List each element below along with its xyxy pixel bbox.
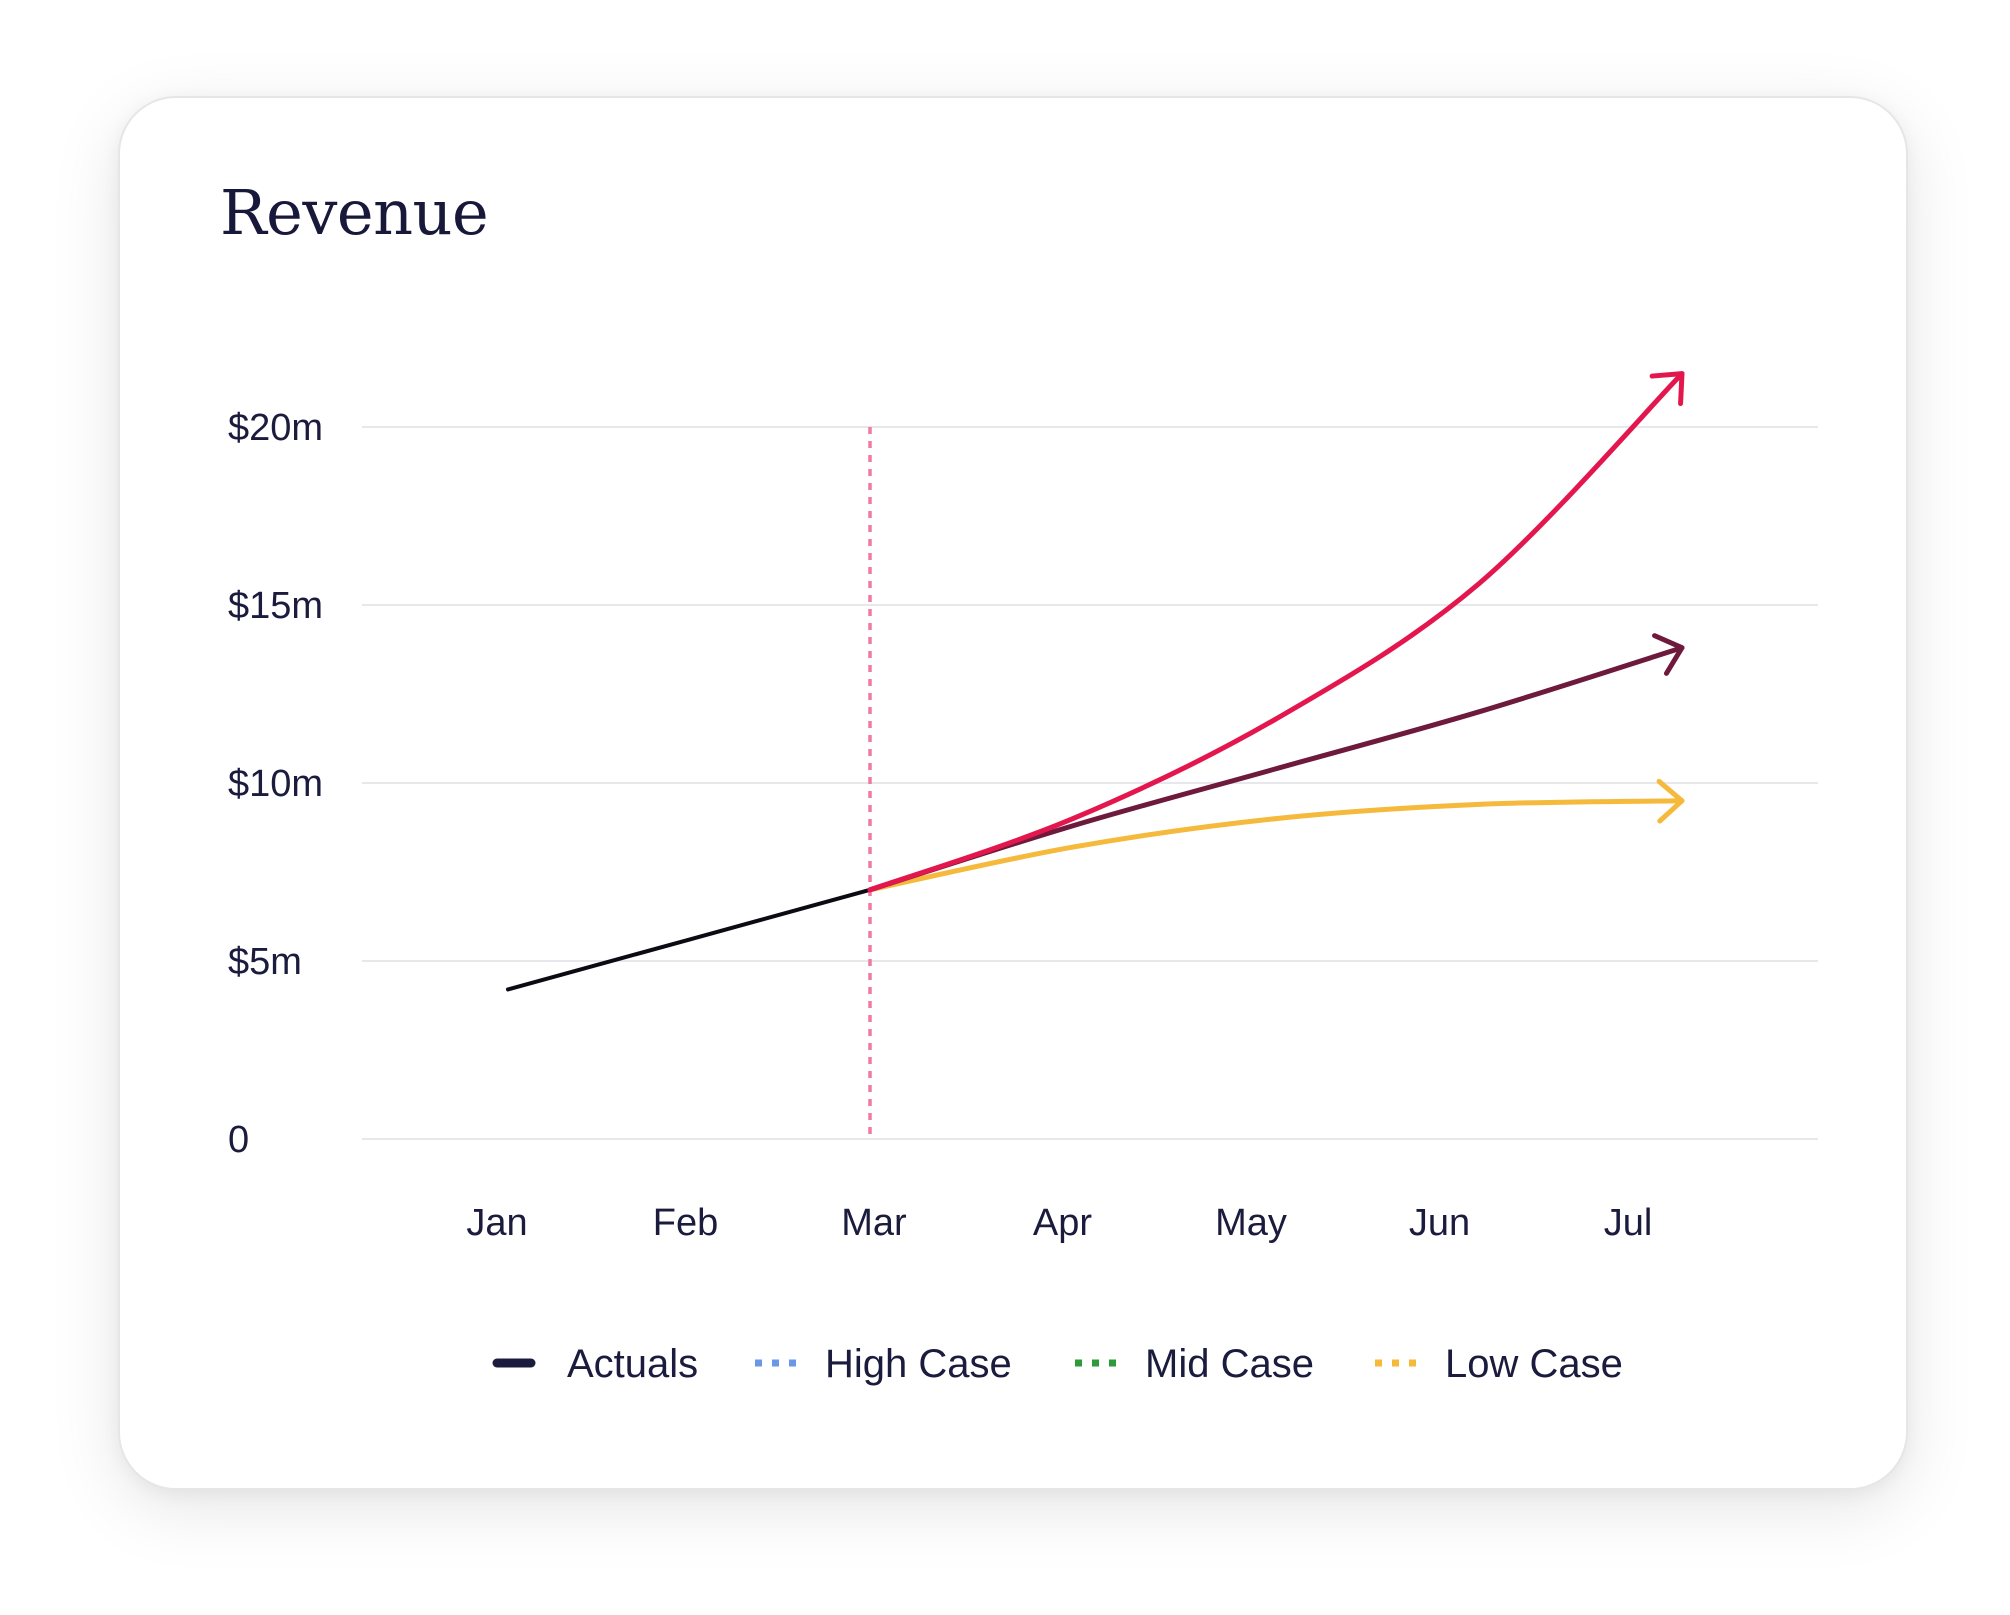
legend-label-low-case: Low Case bbox=[1445, 1342, 1623, 1386]
legend-item-low-case: Low Case bbox=[1375, 1342, 1623, 1386]
grid-lines bbox=[362, 426, 1818, 1140]
legend: Actuals High Case Mid Case Low Case bbox=[492, 1342, 1623, 1386]
x-tick-label: Apr bbox=[1033, 1202, 1092, 1244]
low-case-line bbox=[867, 798, 1685, 893]
high-case-line bbox=[867, 371, 1685, 893]
chart-title: Revenue bbox=[220, 176, 489, 249]
high-case-series bbox=[867, 371, 1685, 893]
mid-case-series bbox=[867, 633, 1685, 893]
x-tick-label: May bbox=[1215, 1202, 1287, 1244]
legend-label-high-case: High Case bbox=[825, 1342, 1012, 1386]
legend-item-actuals: Actuals bbox=[492, 1342, 698, 1386]
legend-item-high-case: High Case bbox=[755, 1342, 1012, 1386]
x-tick-label: Jul bbox=[1604, 1202, 1653, 1244]
mid-case-line bbox=[867, 645, 1685, 893]
legend-label-actuals: Actuals bbox=[567, 1342, 698, 1386]
legend-item-mid-case: Mid Case bbox=[1075, 1342, 1314, 1386]
chart-card bbox=[118, 96, 1908, 1490]
high-case-arrowhead bbox=[1649, 371, 1685, 407]
actuals-series bbox=[506, 887, 872, 992]
y-tick-label: $5m bbox=[228, 941, 302, 983]
low-case-arrowhead bbox=[1656, 778, 1685, 824]
mid-case-arrowhead bbox=[1652, 633, 1685, 676]
low-case-series bbox=[867, 778, 1685, 893]
y-tick-label: $10m bbox=[228, 763, 323, 805]
x-tick-label: Feb bbox=[653, 1202, 718, 1244]
x-axis-ticks: Jan Feb Mar Apr May Jun Jul bbox=[466, 1202, 1652, 1244]
y-tick-label: $20m bbox=[228, 407, 323, 449]
actuals-line bbox=[506, 887, 872, 992]
x-tick-label: Jun bbox=[1409, 1202, 1470, 1244]
x-tick-label: Jan bbox=[466, 1202, 527, 1244]
x-tick-label: Mar bbox=[841, 1202, 907, 1244]
y-tick-label: 0 bbox=[228, 1119, 249, 1161]
legend-label-mid-case: Mid Case bbox=[1145, 1342, 1314, 1386]
y-axis-ticks: 0 $5m $10m $15m $20m bbox=[228, 407, 323, 1161]
y-tick-label: $15m bbox=[228, 585, 323, 627]
series-layer bbox=[506, 371, 1685, 992]
